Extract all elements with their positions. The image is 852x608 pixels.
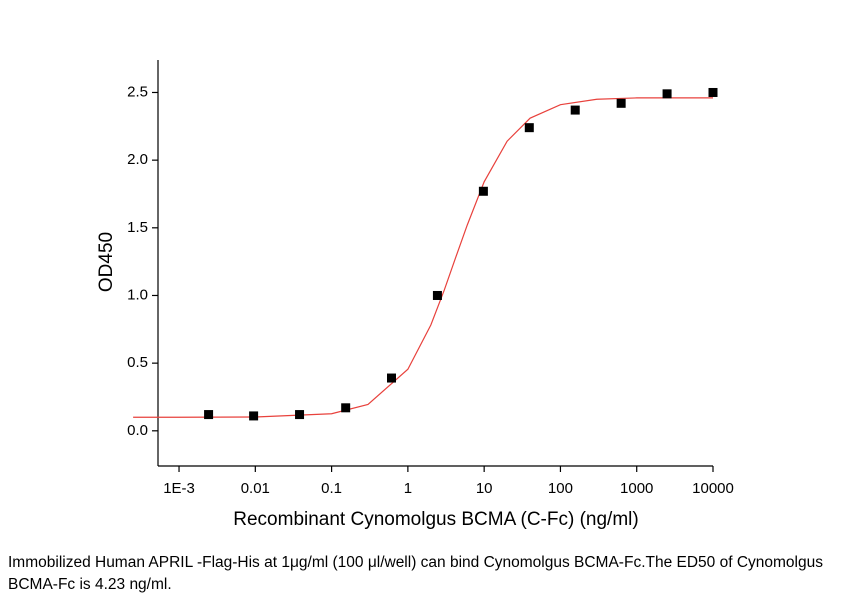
data-point: [341, 403, 351, 413]
y-tick-label: 0.5: [127, 354, 148, 371]
data-point: [524, 123, 534, 133]
x-tick-label: 100: [548, 480, 573, 497]
y-axis-title: OD450: [96, 232, 117, 292]
data-point: [662, 89, 672, 99]
x-tick-label: 1E-3: [163, 480, 195, 497]
x-tick-label: 0.01: [241, 480, 270, 497]
y-tick-label: 1.0: [127, 286, 148, 303]
data-point: [249, 411, 259, 421]
x-tick-label: 1: [404, 480, 412, 497]
x-tick-label: 0.1: [321, 480, 342, 497]
data-point: [616, 98, 626, 108]
x-tick-label: 10: [476, 480, 493, 497]
x-axis-title: Recombinant Cynomolgus BCMA (C-Fc) (ng/m…: [233, 509, 638, 530]
y-tick-label: 2.5: [127, 83, 148, 100]
data-point: [387, 373, 397, 383]
y-tick-label: 0.0: [127, 422, 148, 439]
fit-curve: [133, 97, 713, 418]
caption: Immobilized Human APRIL -Flag-His at 1μg…: [8, 554, 823, 593]
y-tick-label: 2.0: [127, 151, 148, 168]
data-point: [295, 410, 305, 420]
data-point: [708, 87, 718, 97]
data-point: [204, 410, 214, 420]
y-tick-label: 1.5: [127, 219, 148, 236]
data-point: [432, 290, 442, 300]
chart: Recombinant Cynomolgus BCMA (C-Fc) (ng/m…: [96, 60, 734, 530]
x-tick-label: 1000: [620, 480, 653, 497]
data-point: [570, 105, 580, 115]
x-tick-label: 10000: [692, 480, 734, 497]
data-point: [478, 186, 488, 196]
